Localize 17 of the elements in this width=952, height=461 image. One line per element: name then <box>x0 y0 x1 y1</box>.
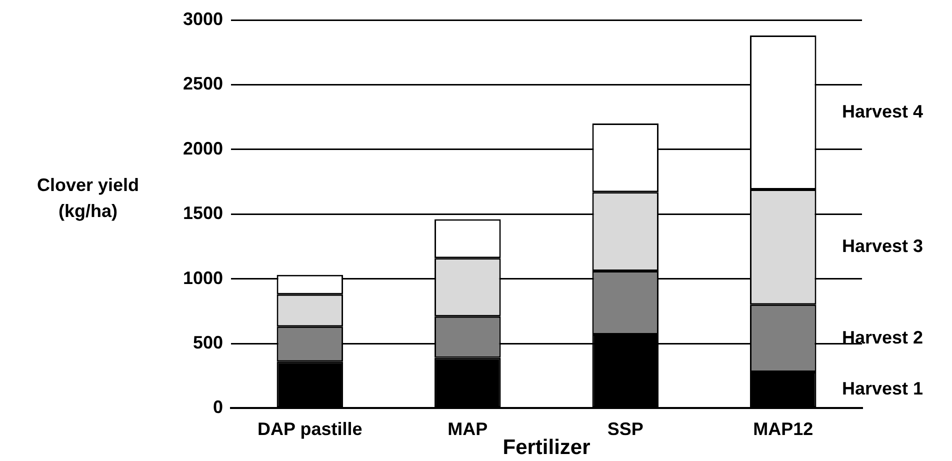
y-tick-label: 1500 <box>182 203 224 224</box>
legend-label: Harvest 1 <box>842 378 924 399</box>
series-label: Harvest 2 <box>842 327 924 348</box>
x-tick-label: MAP <box>448 418 488 439</box>
y-tick-label: 500 <box>192 332 224 352</box>
y-tick-label: 2000 <box>182 138 224 158</box>
y-tick-label: 1000 <box>182 268 224 288</box>
y-tick-label: 2500 <box>182 74 224 94</box>
x-tick-label: SSP <box>607 418 644 439</box>
series-label: Harvest 4 <box>842 101 924 122</box>
x-axis-title: Fertilizer <box>502 436 590 460</box>
y-axis-title: Clover yield (kg/ha) <box>36 175 140 222</box>
x-tick-label: DAP pastille <box>258 418 362 439</box>
series-label: Harvest 3 <box>842 236 924 256</box>
y-tick-label: 3000 <box>182 8 224 29</box>
x-tick-label: MAP12 <box>753 418 814 439</box>
y-tick-label: 0 <box>213 397 224 418</box>
